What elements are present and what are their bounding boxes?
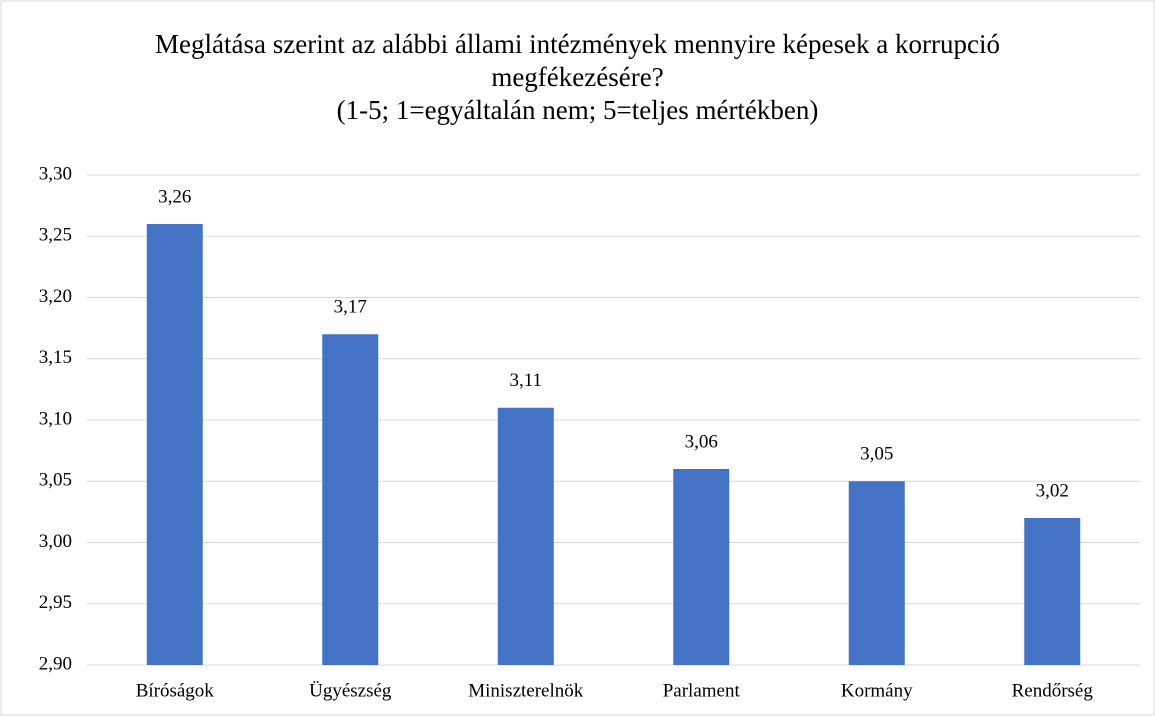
y-tick-label: 3,10 xyxy=(39,408,72,429)
x-tick-label: Ügyészség xyxy=(309,680,392,701)
y-tick-label: 3,30 xyxy=(39,163,72,184)
data-label: 3,11 xyxy=(509,370,542,391)
bar xyxy=(497,407,554,665)
chart-title: Meglátása szerint az alábbi állami intéz… xyxy=(155,29,1000,92)
y-tick-label: 2,90 xyxy=(39,653,72,674)
y-tick-label: 2,95 xyxy=(39,592,72,613)
data-label: 3,06 xyxy=(685,431,718,452)
y-tick-label: 3,25 xyxy=(39,225,72,246)
y-tick-label: 3,00 xyxy=(39,531,72,552)
x-tick-label: Kormány xyxy=(841,680,913,701)
title-block: Meglátása szerint az alábbi állami intéz… xyxy=(0,28,1155,127)
x-tick-label: Bíróságok xyxy=(136,680,215,701)
y-tick-label: 3,05 xyxy=(39,470,72,491)
bar xyxy=(848,481,905,665)
x-tick-label: Miniszterelnök xyxy=(468,680,584,701)
data-label: 3,02 xyxy=(1036,480,1069,501)
bar xyxy=(322,334,379,665)
x-tick-label: Rendőrség xyxy=(1012,680,1094,701)
bar xyxy=(673,469,730,665)
data-label: 3,05 xyxy=(860,444,893,465)
data-label: 3,17 xyxy=(334,297,367,318)
data-label: 3,26 xyxy=(158,186,191,207)
x-tick-label: Parlament xyxy=(663,680,741,701)
bar xyxy=(146,224,203,665)
y-tick-label: 3,20 xyxy=(39,286,72,307)
y-tick-label: 3,15 xyxy=(39,347,72,368)
bar xyxy=(1024,518,1081,665)
chart-subtitle: (1-5; 1=egyáltalán nem; 5=teljes mértékb… xyxy=(336,95,819,125)
